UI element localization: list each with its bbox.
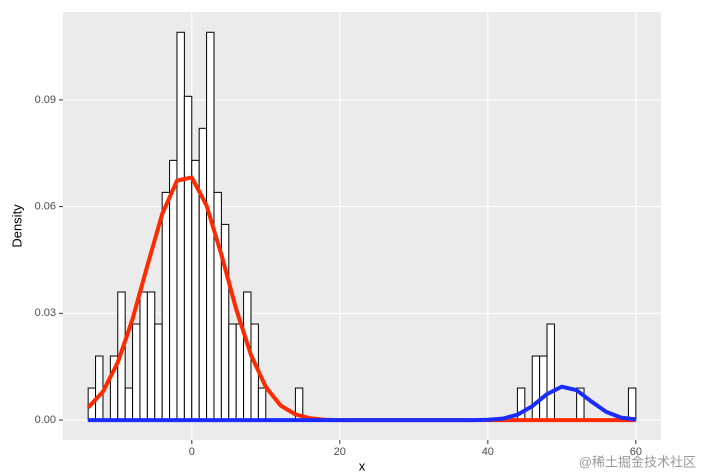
density-curve (88, 384, 637, 423)
bar (161, 191, 171, 421)
bar (154, 323, 163, 421)
bar (124, 387, 134, 421)
x-tick-label: 20 (334, 446, 346, 458)
x-tick-label: 0 (189, 446, 195, 458)
bar (627, 387, 637, 421)
bar (132, 323, 141, 421)
y-tick-label: 0.09 (35, 94, 56, 106)
bar (539, 355, 548, 421)
x-tick-label: 40 (482, 446, 494, 458)
watermark: @稀土掘金技术社区 (579, 454, 696, 469)
y-axis-title: Density (9, 204, 24, 248)
bar (213, 191, 222, 421)
marks (86, 31, 637, 423)
x-tick-label: 60 (630, 446, 642, 458)
bar (95, 355, 104, 421)
bar (257, 387, 267, 421)
bar (228, 323, 237, 421)
y-tick-label: 0.06 (35, 201, 56, 213)
bar (531, 355, 541, 421)
bar (139, 291, 148, 421)
y-tick-label: 0.03 (35, 307, 56, 319)
bar (146, 291, 156, 421)
bar (546, 323, 555, 421)
y-tick-label: 0.00 (35, 414, 56, 426)
bar (198, 127, 208, 421)
bar (191, 159, 200, 421)
bar (183, 95, 193, 421)
bar (235, 323, 245, 421)
bar (176, 31, 185, 421)
x-axis-title: x (359, 458, 366, 473)
